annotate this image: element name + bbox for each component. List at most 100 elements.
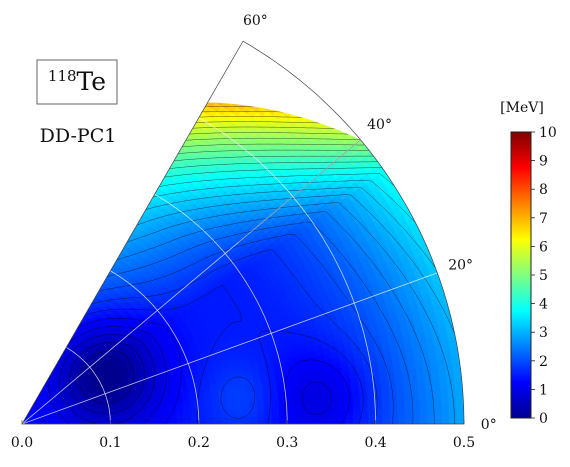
surface-cell (220, 416, 229, 421)
surface-cell (439, 386, 449, 396)
surface-cell (251, 66, 261, 76)
surface-cell (257, 415, 266, 421)
gamma-tick-label: 60° (243, 13, 268, 29)
surface-cell (411, 402, 420, 411)
surface-cell (272, 414, 281, 420)
surface-cell (441, 408, 450, 417)
colorbar-ticks: 0 1 2 3 4 5 6 7 8 9 10 (531, 125, 557, 427)
surface-cell (430, 365, 440, 375)
surface-cell (308, 418, 317, 424)
surface-cell (279, 77, 289, 87)
contour-line (226, 59, 301, 61)
contour-line (226, 63, 304, 65)
surface-cell (286, 404, 295, 411)
element-symbol: Te (77, 67, 107, 96)
surface-cell (234, 64, 244, 74)
surface-cell (242, 51, 252, 61)
surface-cell (217, 79, 227, 89)
surface-cell (379, 378, 389, 387)
colorbar-tick-label: 1 (539, 382, 548, 398)
surface-cell (373, 385, 382, 394)
surface-cell (259, 80, 269, 90)
functional-label: DD-PC1 (40, 125, 117, 147)
surface-cell (345, 417, 354, 424)
surface-cell (437, 364, 447, 374)
surface-cell (239, 41, 249, 51)
contour-line (229, 51, 287, 52)
surface-cell (235, 90, 245, 100)
surface-cell (395, 383, 404, 392)
surface-cell (418, 402, 428, 411)
surface-cell (404, 403, 413, 411)
beta-tick-label: 0.2 (188, 435, 210, 451)
colorbar-tick-label: 5 (539, 268, 548, 284)
surface-cell (322, 402, 332, 409)
surface-cell (433, 394, 442, 403)
surface-cell (389, 410, 398, 418)
surface-cell (297, 102, 309, 113)
surface-cell (291, 86, 301, 96)
beta-tick-label: 0.1 (99, 435, 121, 451)
surface-cell (249, 102, 261, 103)
surface-cell (198, 420, 207, 424)
surface-cell (426, 409, 435, 418)
surface-cell (367, 405, 376, 413)
surface-cell (297, 91, 308, 101)
surface-cell (397, 417, 406, 424)
surface-cell (317, 102, 330, 112)
surface-cell (261, 64, 271, 74)
surface-cell (373, 392, 383, 400)
colorbar-tick-label: 8 (539, 182, 548, 198)
surface-cell (455, 392, 464, 402)
surface-cell (440, 393, 449, 403)
surface-cell (270, 89, 280, 99)
surface-cell (426, 416, 435, 424)
surface-cell (382, 410, 391, 419)
surface-cell (229, 87, 239, 97)
surface-cell (352, 405, 361, 413)
colorbar-unit-label: [MeV] (500, 100, 544, 116)
surface-cell (243, 78, 253, 88)
surface-cell (352, 400, 361, 407)
surface-cell (284, 71, 295, 82)
colorbar-tick-label: 7 (539, 211, 548, 227)
nucleus-symbol: 118Te (48, 67, 106, 96)
surface-cell (423, 373, 433, 382)
gamma-tick-label: 40° (367, 117, 392, 133)
surface-cell (235, 419, 244, 424)
surface-cell (382, 417, 391, 424)
surface-cell (418, 395, 427, 404)
surface-cell (301, 413, 310, 420)
surface-cell (359, 399, 369, 407)
surface-cell (331, 418, 340, 424)
surface-cell (224, 102, 236, 104)
surface-cell (352, 411, 362, 419)
surface-cell (281, 87, 291, 97)
surface-cell (453, 377, 463, 387)
surface-cell (396, 396, 405, 405)
surface-cell (301, 102, 314, 107)
surface-cell (431, 372, 440, 382)
surface-cell (265, 58, 275, 68)
surface-cell (330, 407, 339, 414)
surface-cell (238, 58, 248, 68)
surface-cell (239, 84, 249, 94)
beta-axis: 0.0 0.1 0.2 0.3 0.4 0.5 (11, 420, 475, 451)
surface-cell (244, 88, 254, 98)
surface-cell (253, 76, 263, 86)
contour-line (209, 92, 342, 95)
surface-cell (381, 391, 390, 400)
surface-cell (417, 388, 427, 397)
surface-cell (221, 73, 231, 83)
surface-cell (322, 396, 331, 404)
surface-cell (403, 389, 412, 398)
surface-cell (183, 420, 192, 424)
surface-cell (250, 419, 259, 424)
surface-cell (241, 68, 251, 78)
surface-cell (260, 90, 270, 100)
surface-cell (213, 416, 222, 421)
surface-cell (263, 74, 273, 84)
surface-cell (411, 409, 421, 418)
surface-cell (296, 81, 307, 92)
surface-cell (337, 395, 346, 403)
